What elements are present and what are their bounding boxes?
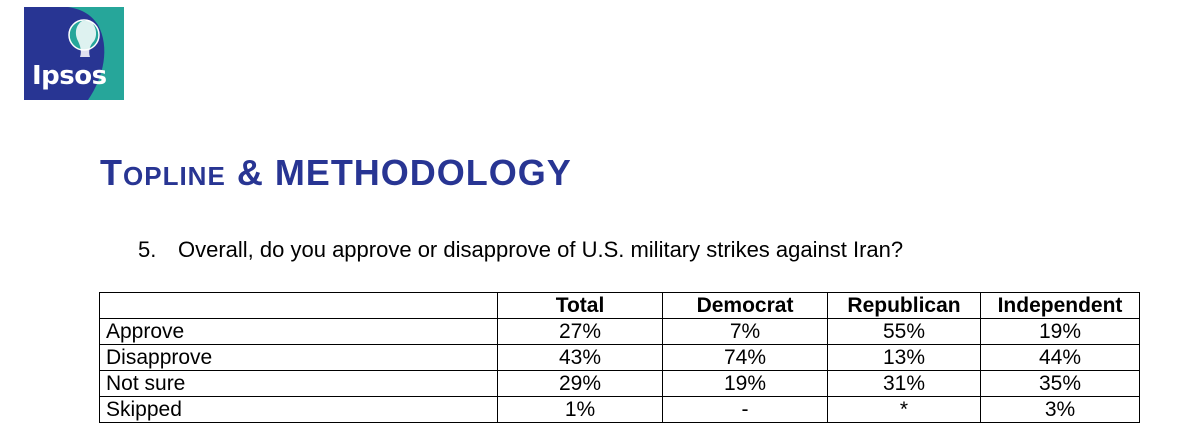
heading-small-caps: OPLINE bbox=[123, 161, 226, 191]
heading-first-letter: T bbox=[100, 152, 123, 193]
table-cell: 31% bbox=[827, 370, 981, 397]
page-heading: TOPLINE & METHODOLOGY bbox=[100, 152, 572, 194]
header-cell-total: Total bbox=[497, 292, 663, 319]
table-cell: 43% bbox=[497, 344, 663, 371]
header-cell-independent: Independent bbox=[980, 292, 1140, 319]
heading-rest: & METHODOLOGY bbox=[236, 152, 572, 193]
table-row: Not sure 29% 19% 31% 35% bbox=[99, 370, 1140, 397]
header-cell-democrat: Democrat bbox=[662, 292, 828, 319]
table-cell: 13% bbox=[827, 344, 981, 371]
results-table: Total Democrat Republican Independent Ap… bbox=[99, 292, 1140, 423]
ipsos-logo: Ipsos bbox=[24, 7, 124, 100]
table-row: Skipped 1% - * 3% bbox=[99, 396, 1140, 423]
ipsos-logo-graphic bbox=[24, 7, 124, 100]
table-cell: 7% bbox=[662, 318, 828, 345]
table-row: Disapprove 43% 74% 13% 44% bbox=[99, 344, 1140, 371]
table-cell: - bbox=[662, 396, 828, 423]
table-cell: 55% bbox=[827, 318, 981, 345]
table-row: Approve 27% 7% 55% 19% bbox=[99, 318, 1140, 345]
table-header-row: Total Democrat Republican Independent bbox=[99, 292, 1140, 319]
header-cell-blank bbox=[99, 292, 498, 319]
table-cell: 19% bbox=[662, 370, 828, 397]
question-number: 5. bbox=[138, 237, 157, 262]
logo-text: Ipsos bbox=[32, 61, 107, 91]
table-cell: 19% bbox=[980, 318, 1140, 345]
question-text: Overall, do you approve or disapprove of… bbox=[178, 237, 904, 262]
header-cell-republican: Republican bbox=[827, 292, 981, 319]
table-cell: * bbox=[827, 396, 981, 423]
row-label: Not sure bbox=[99, 370, 498, 397]
table-cell: 27% bbox=[497, 318, 663, 345]
table-cell: 1% bbox=[497, 396, 663, 423]
row-label: Approve bbox=[99, 318, 498, 345]
row-label: Skipped bbox=[99, 396, 498, 423]
row-label: Disapprove bbox=[99, 344, 498, 371]
question: 5. Overall, do you approve or disapprove … bbox=[138, 237, 903, 263]
table-cell: 29% bbox=[497, 370, 663, 397]
table-cell: 3% bbox=[980, 396, 1140, 423]
table-cell: 44% bbox=[980, 344, 1140, 371]
table-cell: 35% bbox=[980, 370, 1140, 397]
table-cell: 74% bbox=[662, 344, 828, 371]
